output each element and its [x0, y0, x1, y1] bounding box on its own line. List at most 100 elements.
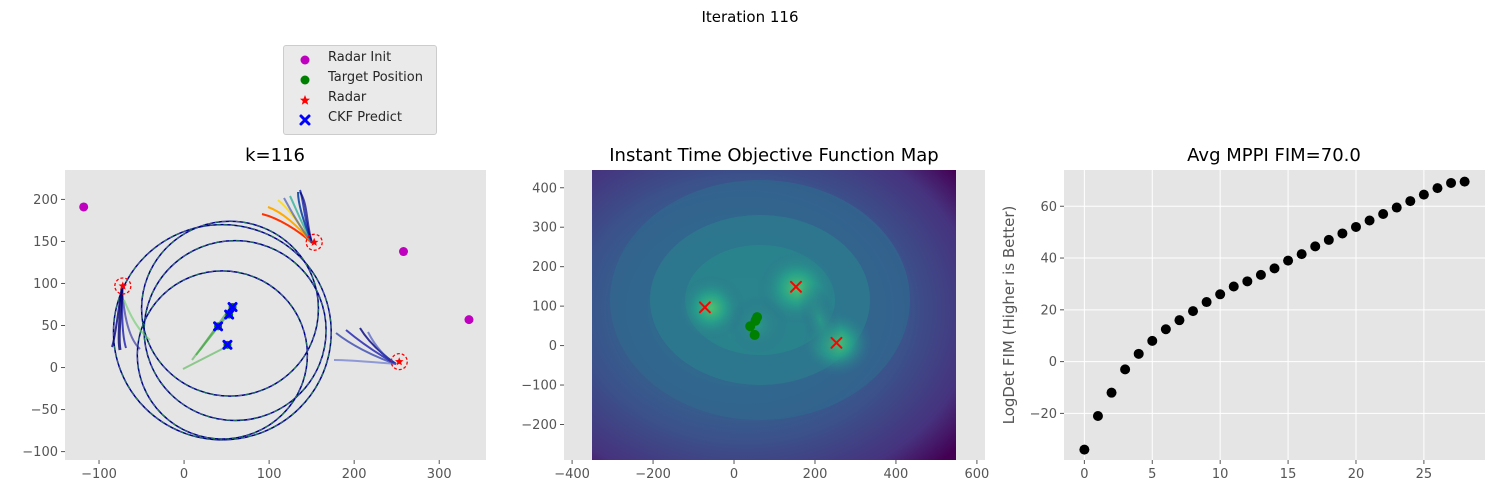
objective-contour-map	[592, 170, 956, 460]
fim-data-point	[1446, 177, 1457, 188]
y-tick-label: −200	[521, 418, 557, 433]
fim-data-point	[1228, 281, 1239, 292]
y-tick-label: 40	[1040, 252, 1057, 267]
ckf-predict-point	[224, 309, 235, 320]
y-tick-label: 150	[33, 235, 58, 250]
x-tick-label: 25	[1416, 467, 1433, 482]
y-tick-label: 0	[1049, 355, 1057, 370]
y-tick-label: −100	[22, 445, 58, 460]
y-tick-label: 400	[532, 181, 557, 196]
chart-title: k=116	[245, 145, 305, 166]
radar-init-point	[464, 315, 474, 325]
y-tick-label: 100	[33, 277, 58, 292]
legend-label: CKF Predict	[328, 110, 402, 125]
x-tick-label: 300	[427, 467, 452, 482]
fim-data-point	[1255, 269, 1266, 280]
legend-item-target-position: Target Position	[284, 69, 436, 89]
fim-data-point	[1133, 348, 1144, 359]
star-marker-icon	[300, 95, 310, 105]
fim-data-point	[1323, 234, 1334, 245]
fim-data-point	[1405, 196, 1416, 207]
x-tick-label: −100	[81, 467, 117, 482]
fim-data-point	[1160, 324, 1171, 335]
radar-range-circle	[305, 233, 323, 251]
radar-marker	[789, 280, 802, 293]
circle-marker-icon	[300, 75, 310, 85]
radar-init-point	[79, 202, 89, 212]
x-tick-label: 400	[884, 467, 909, 482]
x-tick-label: 100	[257, 467, 282, 482]
x-tick-label: 600	[964, 467, 989, 482]
legend-item-ckf-predict: CKF Predict	[284, 109, 436, 129]
radar-range-circle	[390, 353, 408, 371]
y-tick-label: 300	[532, 221, 557, 236]
radar-point	[309, 237, 319, 246]
orbit-circle-dashed	[113, 224, 332, 441]
x-tick-label: −200	[635, 467, 671, 482]
x-tick-label: 5	[1148, 467, 1156, 482]
fim-data-point	[1215, 289, 1226, 300]
legend-label: Radar	[328, 90, 367, 105]
chart-title: Instant Time Objective Function Map	[609, 145, 938, 166]
orbit-circle-dashed	[141, 220, 319, 397]
radar-point	[395, 357, 404, 366]
legend: Radar Init Target Position Radar CKF Pre…	[283, 45, 437, 135]
radar-marker	[830, 336, 843, 349]
fim-data-point	[1092, 410, 1103, 421]
fim-data-point	[1337, 228, 1348, 239]
figure-title: Iteration 116	[701, 8, 798, 26]
radar-trajectory-fan-left	[111, 287, 151, 351]
y-tick-label: 60	[1040, 200, 1057, 215]
x-tick-label: −400	[554, 467, 590, 482]
radar-trajectory-fan-top	[261, 189, 313, 244]
fim-data-point	[1188, 306, 1199, 317]
radar-point	[118, 281, 128, 290]
y-tick-label: 20	[1040, 303, 1057, 318]
fim-data-point	[1296, 249, 1307, 260]
y-tick-label: 100	[532, 300, 557, 315]
ckf-predict-point	[213, 321, 224, 332]
fim-data-point	[1350, 221, 1361, 232]
fim-data-point	[1378, 209, 1389, 220]
legend-item-radar: Radar	[284, 89, 436, 109]
y-tick-label: −50	[31, 403, 58, 418]
fim-data-point	[1242, 276, 1253, 287]
orbit-circle-dashed	[143, 240, 327, 421]
fim-data-point	[1391, 202, 1402, 213]
x-tick-label: 0	[730, 467, 738, 482]
fim-data-point	[1418, 189, 1429, 200]
x-tick-label: 0	[1080, 467, 1088, 482]
target-point	[752, 312, 763, 323]
fim-data-point	[1174, 315, 1185, 326]
chart-title: Avg MPPI FIM=70.0	[1187, 145, 1361, 166]
fim-data-point	[1364, 215, 1375, 226]
objective-map-plot: Instant Time Objective Function Map −400…	[521, 145, 989, 482]
x-tick-label: 20	[1348, 467, 1365, 482]
x-tick-label: 15	[1280, 467, 1297, 482]
fim-data-point	[1147, 335, 1158, 346]
legend-label: Target Position	[328, 70, 423, 85]
radar-range-circle	[114, 277, 132, 295]
trajectory-plot: k=116 −100 0 100 200 300 −100 −50 0 50 100 150 200	[22, 145, 486, 482]
y-tick-label: 0	[50, 361, 58, 376]
target-point	[749, 329, 760, 340]
fim-data-point	[1459, 176, 1470, 187]
legend-item-radar-init: Radar Init	[284, 49, 436, 69]
fim-data-point	[1283, 255, 1294, 266]
fim-data-point	[1201, 297, 1212, 308]
fim-data-point	[1079, 444, 1090, 455]
fim-data-point	[1269, 263, 1280, 274]
fim-plot: Avg MPPI FIM=70.0 LogDet FIM (Higher is …	[1000, 145, 1485, 482]
ckf-predict-point	[227, 302, 238, 313]
fim-data-point	[1310, 241, 1321, 252]
y-axis-label: LogDet FIM (Higher is Better)	[1000, 206, 1018, 425]
y-tick-label: 200	[33, 193, 58, 208]
y-tick-label: 50	[41, 319, 58, 334]
y-tick-label: −20	[1030, 407, 1057, 422]
legend-label: Radar Init	[328, 50, 392, 65]
y-tick-label: 200	[532, 260, 557, 275]
panel-background	[65, 170, 486, 460]
fim-data-point	[1120, 364, 1131, 375]
x-tick-label: 0	[180, 467, 188, 482]
